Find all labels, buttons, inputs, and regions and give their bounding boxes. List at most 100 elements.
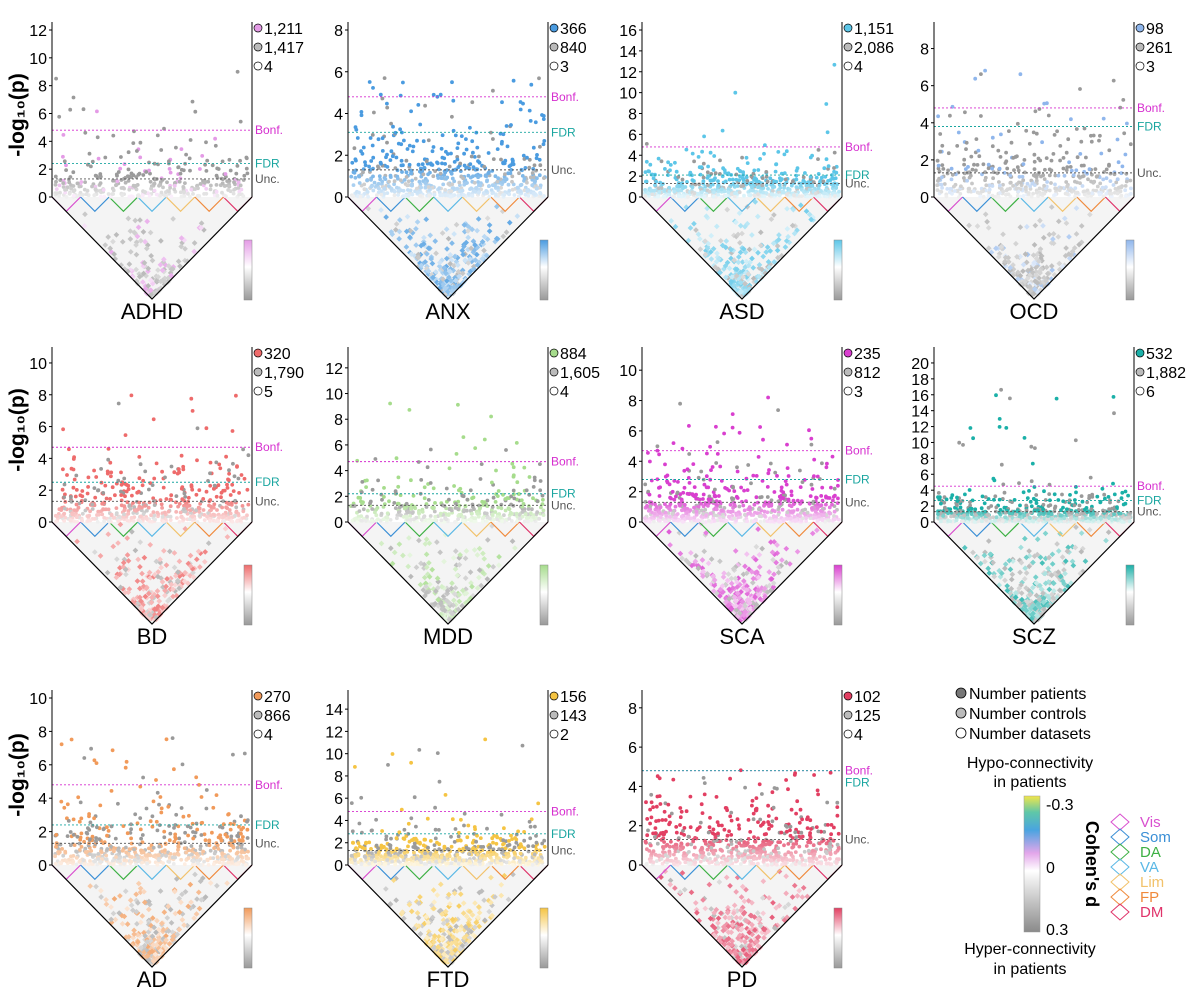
point bbox=[113, 493, 117, 498]
point bbox=[388, 173, 393, 178]
point bbox=[364, 519, 368, 523]
point bbox=[1111, 183, 1116, 187]
point bbox=[147, 194, 152, 198]
point bbox=[538, 488, 543, 493]
point bbox=[1081, 174, 1086, 178]
point bbox=[663, 167, 667, 171]
point bbox=[970, 181, 974, 186]
connectivity-triangle bbox=[51, 196, 253, 300]
point bbox=[188, 194, 192, 199]
point bbox=[100, 512, 105, 517]
point bbox=[1100, 185, 1105, 190]
point bbox=[95, 109, 99, 114]
point bbox=[244, 166, 249, 171]
point bbox=[1061, 156, 1066, 160]
point bbox=[986, 162, 991, 167]
datasets-count: 3 bbox=[1146, 59, 1155, 76]
point bbox=[991, 176, 995, 181]
point bbox=[382, 495, 386, 499]
point bbox=[1037, 186, 1042, 191]
triangle-cell bbox=[483, 252, 490, 259]
point bbox=[162, 126, 166, 131]
triangle-cell bbox=[144, 290, 150, 296]
point bbox=[392, 179, 397, 184]
panel-colorbar bbox=[1125, 239, 1135, 301]
y-tick-label: 10 bbox=[325, 387, 343, 404]
y-tick-label: 10 bbox=[619, 86, 637, 103]
point bbox=[109, 512, 114, 517]
point bbox=[827, 190, 831, 194]
triangle-cell bbox=[421, 234, 427, 241]
point bbox=[671, 195, 675, 199]
triangle-cell bbox=[503, 229, 510, 236]
point bbox=[176, 165, 181, 170]
point bbox=[197, 513, 202, 518]
point bbox=[123, 180, 128, 185]
threshold-bonf-label: Bonf. bbox=[255, 440, 283, 454]
point bbox=[450, 176, 455, 181]
triangle-cell bbox=[145, 265, 152, 272]
point bbox=[370, 133, 375, 137]
triangle-cell bbox=[127, 249, 134, 255]
point bbox=[420, 162, 425, 167]
point bbox=[453, 133, 458, 138]
point bbox=[507, 164, 512, 169]
controls-count: 1,605 bbox=[560, 365, 600, 382]
point bbox=[777, 193, 782, 198]
triangle-cell bbox=[81, 223, 88, 229]
point bbox=[137, 476, 142, 481]
triangle-cell bbox=[396, 228, 403, 235]
point bbox=[120, 193, 125, 198]
triangle-cell bbox=[462, 277, 469, 283]
point bbox=[1044, 156, 1049, 161]
point bbox=[674, 169, 679, 174]
point bbox=[831, 494, 836, 499]
panel-colorbar bbox=[539, 239, 549, 301]
point bbox=[155, 510, 160, 515]
point bbox=[409, 506, 413, 511]
point bbox=[663, 474, 668, 479]
point bbox=[109, 194, 113, 199]
point bbox=[496, 176, 500, 181]
point bbox=[1122, 131, 1127, 136]
point bbox=[379, 511, 384, 516]
triangle-cell bbox=[486, 228, 493, 235]
point bbox=[376, 181, 381, 186]
triangle-cell bbox=[514, 213, 521, 219]
triangle-cell bbox=[178, 235, 185, 241]
point bbox=[487, 170, 491, 175]
y-tick-label: 8 bbox=[334, 412, 343, 429]
point bbox=[1034, 190, 1039, 195]
point bbox=[794, 185, 799, 190]
threshold-unc-label: Unc. bbox=[845, 176, 870, 190]
point bbox=[938, 149, 943, 154]
point bbox=[452, 160, 457, 164]
point bbox=[62, 495, 66, 500]
controls-dot bbox=[549, 367, 559, 377]
point bbox=[431, 174, 436, 179]
point bbox=[399, 158, 404, 163]
point bbox=[359, 514, 364, 518]
point bbox=[197, 488, 202, 492]
point bbox=[702, 134, 706, 139]
point bbox=[531, 191, 536, 196]
point bbox=[947, 190, 952, 195]
point bbox=[949, 166, 954, 171]
point bbox=[936, 163, 941, 168]
point bbox=[383, 177, 388, 182]
point bbox=[396, 141, 401, 146]
point bbox=[1049, 158, 1054, 163]
triangle-cell bbox=[430, 274, 436, 281]
point bbox=[791, 179, 795, 184]
point bbox=[385, 105, 390, 110]
point bbox=[426, 498, 431, 502]
point bbox=[830, 454, 835, 459]
connectivity-triangle bbox=[641, 196, 843, 300]
point bbox=[134, 183, 139, 188]
point bbox=[227, 515, 232, 520]
triangle-cell bbox=[481, 233, 488, 240]
point bbox=[144, 170, 149, 174]
point bbox=[78, 493, 83, 498]
point bbox=[514, 441, 519, 445]
point bbox=[68, 107, 73, 112]
